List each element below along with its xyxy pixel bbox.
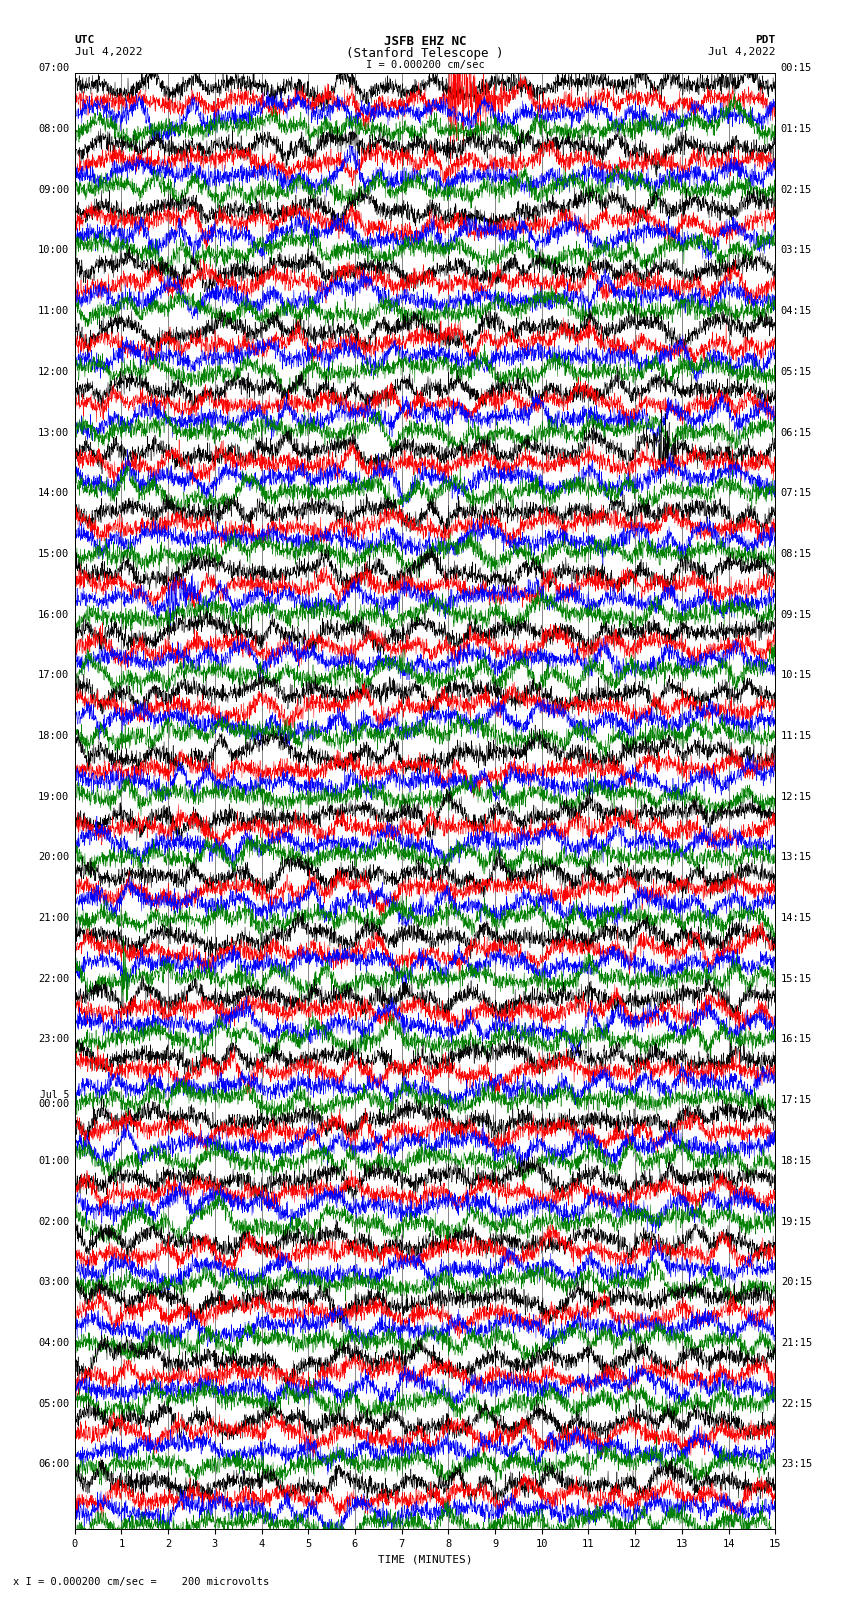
Text: 16:00: 16:00	[38, 610, 69, 619]
Text: 10:00: 10:00	[38, 245, 69, 255]
Text: 04:15: 04:15	[781, 306, 812, 316]
Text: 23:15: 23:15	[781, 1460, 812, 1469]
Text: 14:15: 14:15	[781, 913, 812, 923]
Text: 07:15: 07:15	[781, 489, 812, 498]
Text: 09:00: 09:00	[38, 185, 69, 195]
Text: 06:15: 06:15	[781, 427, 812, 437]
Text: 14:00: 14:00	[38, 489, 69, 498]
Text: I = 0.000200 cm/sec: I = 0.000200 cm/sec	[366, 60, 484, 69]
Text: Jul 5: Jul 5	[40, 1089, 69, 1100]
Text: 21:15: 21:15	[781, 1337, 812, 1348]
Text: 19:00: 19:00	[38, 792, 69, 802]
Text: 18:15: 18:15	[781, 1157, 812, 1166]
Text: 06:00: 06:00	[38, 1460, 69, 1469]
Text: 15:00: 15:00	[38, 548, 69, 560]
Text: Jul 4,2022: Jul 4,2022	[708, 47, 775, 56]
Text: JSFB EHZ NC: JSFB EHZ NC	[383, 35, 467, 48]
Text: UTC: UTC	[75, 35, 95, 45]
Text: 21:00: 21:00	[38, 913, 69, 923]
Text: 02:15: 02:15	[781, 185, 812, 195]
Text: 08:00: 08:00	[38, 124, 69, 134]
Text: Jul 4,2022: Jul 4,2022	[75, 47, 142, 56]
Text: 16:15: 16:15	[781, 1034, 812, 1045]
Text: 11:00: 11:00	[38, 306, 69, 316]
Text: 03:15: 03:15	[781, 245, 812, 255]
Text: 13:00: 13:00	[38, 427, 69, 437]
Text: 00:15: 00:15	[781, 63, 812, 74]
X-axis label: TIME (MINUTES): TIME (MINUTES)	[377, 1555, 473, 1565]
Text: 04:00: 04:00	[38, 1337, 69, 1348]
Text: x I = 0.000200 cm/sec =    200 microvolts: x I = 0.000200 cm/sec = 200 microvolts	[13, 1578, 269, 1587]
Text: 01:15: 01:15	[781, 124, 812, 134]
Text: 11:15: 11:15	[781, 731, 812, 740]
Text: 07:00: 07:00	[38, 63, 69, 74]
Text: 22:15: 22:15	[781, 1398, 812, 1408]
Text: (Stanford Telescope ): (Stanford Telescope )	[346, 47, 504, 60]
Text: 13:15: 13:15	[781, 852, 812, 863]
Text: 20:00: 20:00	[38, 852, 69, 863]
Text: 10:15: 10:15	[781, 671, 812, 681]
Text: 12:15: 12:15	[781, 792, 812, 802]
Text: 05:15: 05:15	[781, 366, 812, 377]
Text: 20:15: 20:15	[781, 1277, 812, 1287]
Text: 22:00: 22:00	[38, 974, 69, 984]
Text: 17:15: 17:15	[781, 1095, 812, 1105]
Text: 01:00: 01:00	[38, 1157, 69, 1166]
Text: 23:00: 23:00	[38, 1034, 69, 1045]
Text: 18:00: 18:00	[38, 731, 69, 740]
Text: 02:00: 02:00	[38, 1216, 69, 1226]
Text: 09:15: 09:15	[781, 610, 812, 619]
Text: 12:00: 12:00	[38, 366, 69, 377]
Text: 17:00: 17:00	[38, 671, 69, 681]
Text: 05:00: 05:00	[38, 1398, 69, 1408]
Text: 00:00: 00:00	[38, 1100, 69, 1110]
Text: 08:15: 08:15	[781, 548, 812, 560]
Text: 03:00: 03:00	[38, 1277, 69, 1287]
Text: 19:15: 19:15	[781, 1216, 812, 1226]
Text: 15:15: 15:15	[781, 974, 812, 984]
Text: PDT: PDT	[755, 35, 775, 45]
